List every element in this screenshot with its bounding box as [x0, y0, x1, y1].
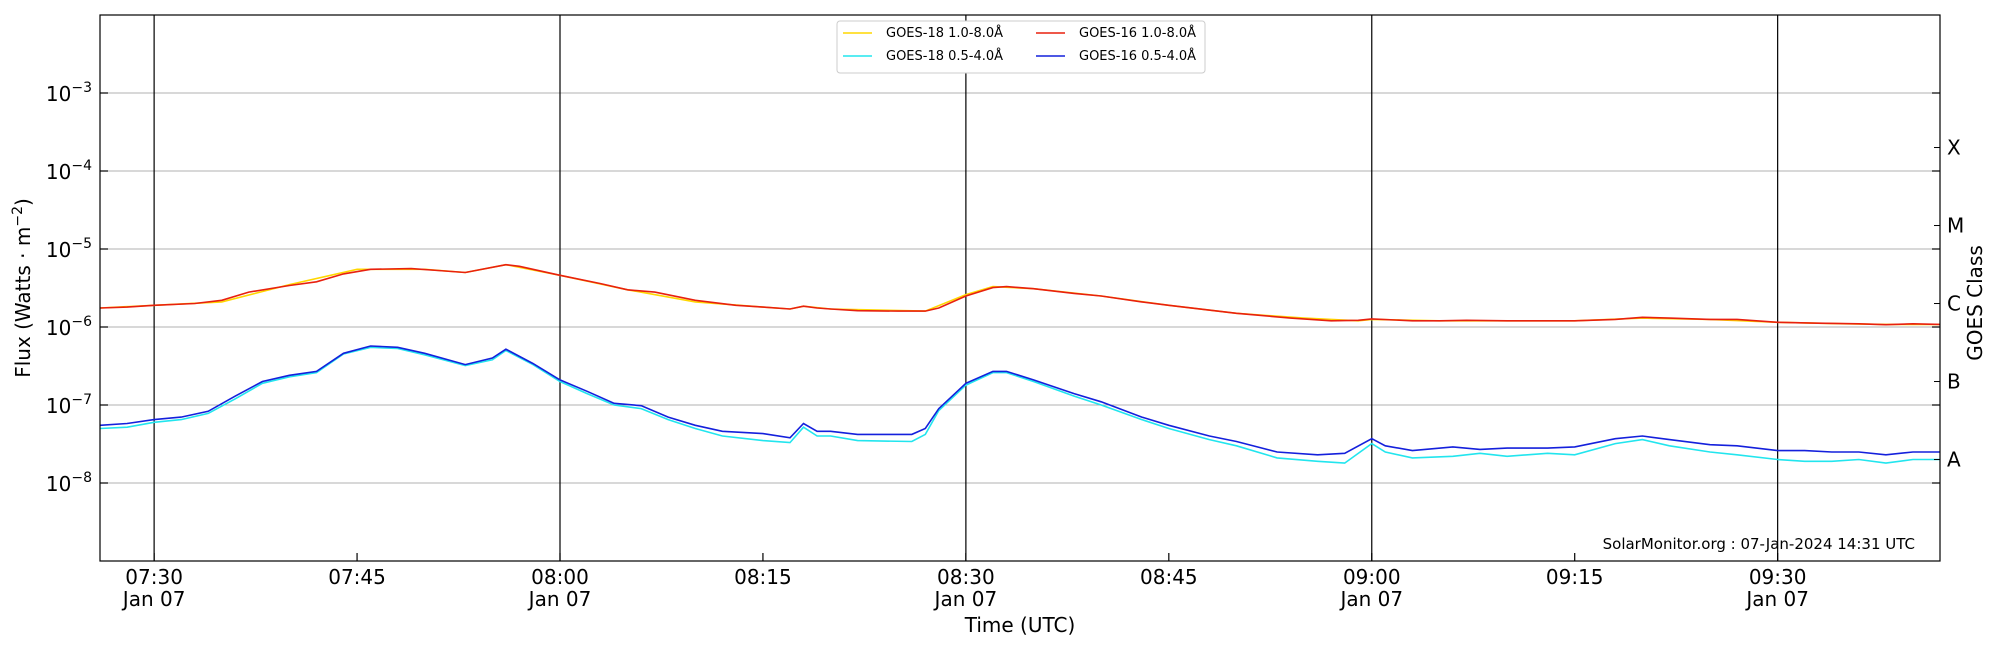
y-tick-exponent-4: −4 — [71, 158, 92, 174]
day-markers — [153, 15, 1779, 561]
x-tick-label-7: 09:15 — [1546, 565, 1604, 589]
y-axis-title: Flux (Watts · m−2) — [10, 198, 35, 378]
x-tick-label-0: 07:30 — [125, 565, 183, 589]
legend-box — [836, 20, 1206, 74]
y-tick-base-2: 10 — [46, 316, 71, 340]
y-tick-exponent-3: −5 — [71, 236, 92, 252]
y-axis-ticks: 10−810−710−610−510−410−3 — [46, 80, 1940, 496]
x-axis-title: Time (UTC) — [964, 613, 1076, 637]
y-tick-exponent-2: −6 — [71, 314, 92, 330]
legend-label-0: GOES-18 1.0-8.0Å — [886, 25, 1003, 41]
series-lines — [99, 263, 1941, 464]
class-label-a: A — [1947, 448, 1961, 472]
x-tick-label-5: 08:45 — [1140, 565, 1198, 589]
legend: GOES-18 1.0-8.0Å GOES-18 0.5-4.0Å GOES-16 … — [836, 20, 1206, 74]
goes-class-axis-title: GOES Class — [1963, 245, 1987, 361]
x-tick-label-2: 08:00 — [531, 565, 589, 589]
x-tick-date-4: Jan 07 — [933, 587, 998, 611]
y-tick-base-3: 10 — [46, 238, 71, 262]
x-tick-label-1: 07:45 — [328, 565, 386, 589]
y-tick-label-1: 10−7 — [46, 392, 92, 418]
series-goes18-short-line — [99, 346, 1940, 464]
class-label-b: B — [1947, 370, 1961, 394]
series-goes16-short-line — [99, 345, 1940, 456]
x-tick-date-2: Jan 07 — [527, 587, 592, 611]
y-axis-title-main: Flux (Watts · m — [11, 227, 35, 378]
class-label-m: M — [1947, 214, 1964, 238]
legend-entries: GOES-18 1.0-8.0Å GOES-18 0.5-4.0Å GOES-16 … — [843, 25, 1196, 64]
gridlines — [100, 92, 1940, 484]
y-tick-base-1: 10 — [46, 394, 71, 418]
y-tick-label-0: 10−8 — [46, 470, 92, 496]
class-label-x: X — [1947, 136, 1961, 160]
legend-label-2: GOES-18 0.5-4.0Å — [886, 48, 1003, 64]
y-tick-exponent-5: −3 — [71, 80, 92, 96]
y-tick-exponent-0: −8 — [71, 470, 92, 486]
y-tick-exponent-1: −7 — [71, 392, 92, 408]
y-tick-base-4: 10 — [46, 160, 71, 184]
series-goes16-long-line — [99, 263, 1941, 326]
class-label-c: C — [1947, 292, 1961, 316]
y-axis-title-exponent: −2 — [10, 206, 26, 227]
y-tick-label-4: 10−4 — [46, 158, 92, 184]
y-tick-label-2: 10−6 — [46, 314, 92, 340]
x-tick-label-4: 08:30 — [937, 565, 995, 589]
legend-label-1: GOES-16 1.0-8.0Å — [1079, 25, 1196, 41]
x-tick-date-8: Jan 07 — [1744, 587, 1809, 611]
legend-label-3: GOES-16 0.5-4.0Å — [1079, 48, 1196, 64]
x-tick-date-0: Jan 07 — [121, 587, 186, 611]
x-tick-label-8: 09:30 — [1749, 565, 1807, 589]
y-tick-base-5: 10 — [46, 82, 71, 106]
x-tick-date-6: Jan 07 — [1338, 587, 1403, 611]
plot-frame — [99, 14, 1941, 562]
x-tick-label-3: 08:15 — [734, 565, 792, 589]
x-tick-label-6: 09:00 — [1343, 565, 1401, 589]
y-axis-title-close: ) — [11, 198, 35, 206]
y-tick-label-5: 10−3 — [46, 80, 92, 106]
credit-text: SolarMonitor.org : 07-Jan-2024 14:31 UTC — [1603, 535, 1915, 553]
y-tick-base-0: 10 — [46, 472, 71, 496]
goes-class-labels: X M C B A — [1934, 136, 1964, 472]
y-tick-label-3: 10−5 — [46, 236, 92, 262]
